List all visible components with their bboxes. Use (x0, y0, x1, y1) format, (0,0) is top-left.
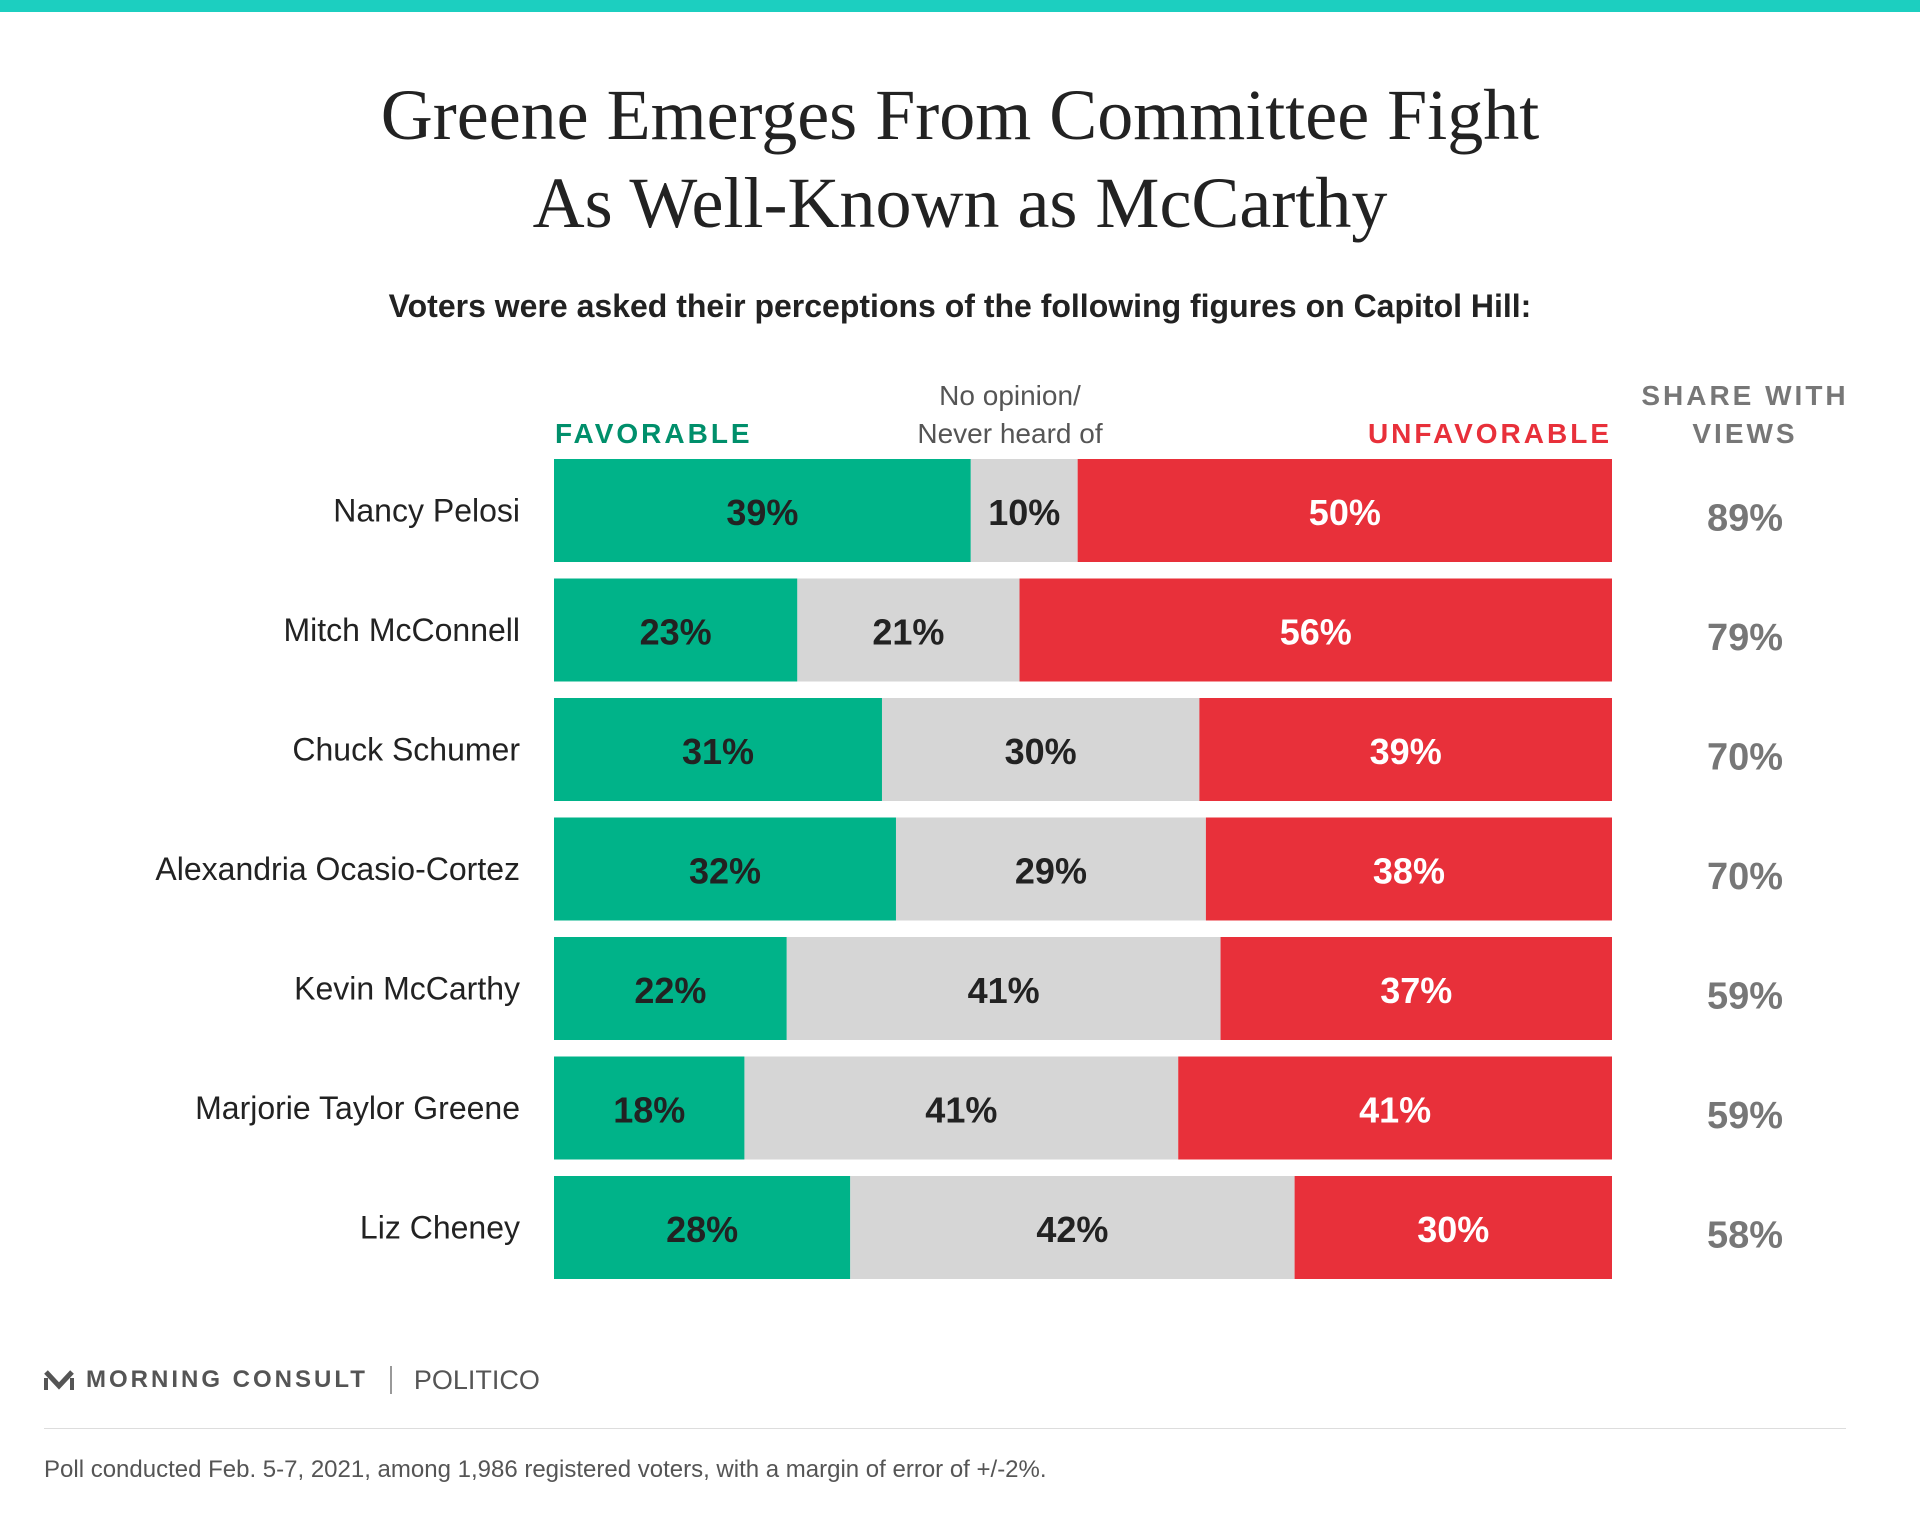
data-label-neutral: 10% (988, 492, 1060, 533)
share-with-views-value: 59% (1707, 976, 1783, 1018)
chart-title-line-1: Greene Emerges From Committee Fight (380, 75, 1540, 155)
data-label-unfavorable: 37% (1380, 970, 1452, 1011)
row-label: Marjorie Taylor Greene (195, 1090, 520, 1126)
data-label-favorable: 28% (666, 1209, 738, 1250)
share-with-views-value: 70% (1707, 737, 1783, 779)
morning-consult-logo-icon (44, 1370, 74, 1390)
bar-neutral (881, 698, 1200, 801)
unfavorable-header: UNFAVORABLE (1367, 418, 1612, 449)
data-label-neutral: 41% (968, 970, 1040, 1011)
top-accent-bar (0, 0, 1920, 12)
bar-favorable (554, 578, 798, 682)
data-label-favorable: 39% (726, 492, 798, 533)
bar-neutral (970, 459, 1078, 562)
share-with-views-value: 79% (1707, 617, 1783, 659)
share-header-line-2: VIEWS (1692, 418, 1798, 449)
share-with-views-value: 59% (1707, 1095, 1783, 1137)
data-label-neutral: 21% (872, 612, 944, 653)
favorable-header: FAVORABLE (555, 418, 753, 449)
data-label-unfavorable: 50% (1309, 492, 1381, 533)
data-label-favorable: 23% (640, 612, 712, 653)
bar-neutral (895, 817, 1206, 921)
bar-favorable (554, 1056, 745, 1160)
bar-unfavorable (1019, 578, 1612, 682)
row-label: Mitch McConnell (283, 612, 520, 648)
row-label: Chuck Schumer (292, 732, 520, 768)
data-label-unfavorable: 39% (1370, 731, 1442, 772)
bar-neutral (786, 937, 1221, 1040)
bar-favorable (554, 817, 896, 921)
morning-consult-brand: MORNING CONSULT (86, 1366, 368, 1393)
share-header-line-1: SHARE WITH (1641, 380, 1849, 411)
bar-unfavorable (1178, 1056, 1612, 1160)
bar-unfavorable (1199, 698, 1612, 801)
data-label-neutral: 42% (1036, 1209, 1108, 1250)
row-label: Nancy Pelosi (333, 493, 520, 529)
data-label-favorable: 18% (613, 1090, 685, 1131)
bar-unfavorable (1205, 817, 1612, 921)
data-label-neutral: 41% (925, 1090, 997, 1131)
footer-divider (44, 1428, 1846, 1429)
bar-favorable (554, 459, 971, 562)
data-label-unfavorable: 41% (1359, 1090, 1431, 1131)
data-label-unfavorable: 38% (1373, 851, 1445, 892)
data-label-favorable: 32% (689, 851, 761, 892)
bar-unfavorable (1294, 1176, 1612, 1279)
data-label-favorable: 31% (682, 731, 754, 772)
bar-neutral (797, 578, 1020, 682)
neutral-header-line-2: Never heard of (917, 418, 1103, 449)
poll-footnote: Poll conducted Feb. 5-7, 2021, among 1,9… (44, 1456, 1047, 1483)
row-label: Liz Cheney (360, 1210, 520, 1246)
bar-unfavorable (1220, 937, 1612, 1040)
brand-separator (389, 1366, 392, 1394)
footer-brand: MORNING CONSULT POLITICO (44, 1362, 540, 1398)
bar-favorable (554, 698, 882, 801)
row-label: Alexandria Ocasio-Cortez (155, 851, 520, 887)
data-label-unfavorable: 56% (1280, 612, 1352, 653)
bar-unfavorable (1077, 459, 1612, 562)
data-label-favorable: 22% (634, 970, 706, 1011)
neutral-header-line-1: No opinion/ (939, 380, 1081, 411)
share-with-views-value: 89% (1707, 498, 1783, 540)
politico-brand: POLITICO (413, 1364, 540, 1395)
chart-title-line-2: As Well-Known as McCarthy (532, 163, 1388, 243)
share-with-views-value: 58% (1707, 1215, 1783, 1257)
bar-favorable (554, 1176, 851, 1279)
share-with-views-value: 70% (1707, 856, 1783, 898)
data-label-unfavorable: 30% (1417, 1209, 1489, 1250)
row-label: Kevin McCarthy (294, 971, 520, 1007)
data-label-neutral: 29% (1015, 851, 1087, 892)
bar-neutral (850, 1176, 1295, 1279)
data-label-neutral: 30% (1005, 731, 1077, 772)
bar-neutral (744, 1056, 1179, 1160)
bar-favorable (554, 937, 787, 1040)
chart-subtitle: Voters were asked their perceptions of t… (388, 288, 1532, 324)
